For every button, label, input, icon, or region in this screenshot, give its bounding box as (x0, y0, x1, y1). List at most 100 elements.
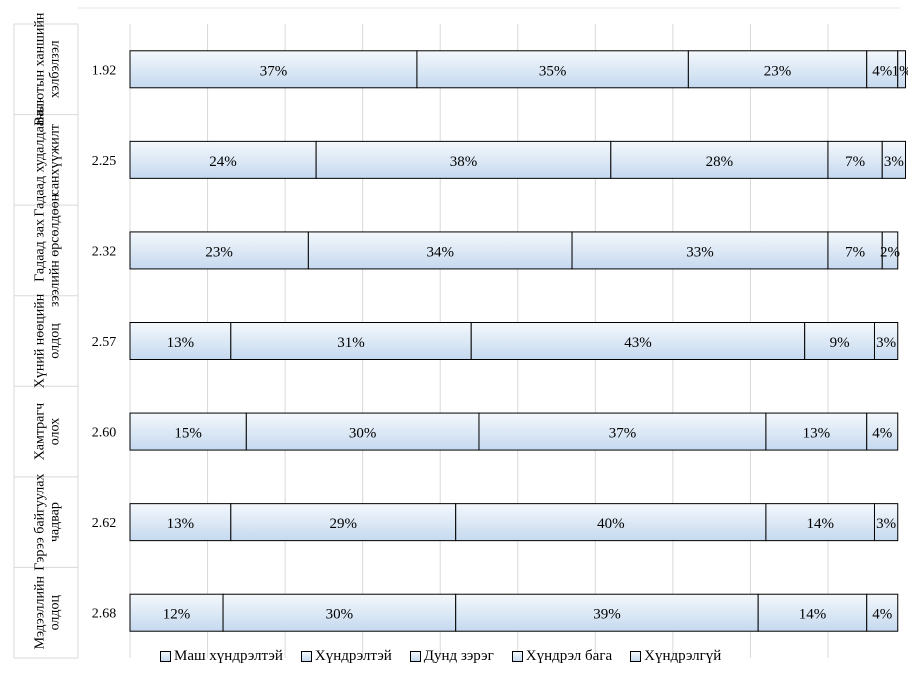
data-label: 2% (880, 244, 900, 260)
bar-segment (866, 412, 899, 451)
bar-segment (416, 50, 689, 89)
bar-segment (873, 322, 899, 360)
data-label: 4% (872, 607, 892, 623)
category-label-line: санхүүжилт (48, 124, 63, 195)
data-label: 23% (205, 244, 233, 260)
legend-item: Маш хүндрэлтэй (160, 648, 283, 665)
category-label-line: зээлийн өрсөлдөөн (48, 193, 63, 307)
bar-segment (230, 322, 472, 360)
data-label: 1% (892, 63, 908, 79)
category-label-line: хэлбэлзэл (48, 40, 63, 98)
category-label: Гэрээ байгуулах чадвар (33, 474, 63, 571)
data-label: 4% (872, 426, 892, 442)
legend-item: Хүндрэлгүй (630, 648, 721, 665)
bar-segment (470, 322, 806, 360)
score-label: 2.62 (92, 516, 117, 531)
legend-item: Хүндрэлтэй (300, 648, 392, 665)
data-label: 28% (706, 154, 734, 170)
category-label-line: Гэрээ байгуулах (33, 474, 48, 571)
score-label: 2.68 (92, 607, 117, 622)
score-label: 2.57 (92, 335, 117, 350)
legend-label: Маш хүндрэлтэй (174, 648, 283, 664)
bar-segment (129, 140, 317, 179)
bar-segment (873, 503, 899, 542)
bar-segment (129, 503, 232, 542)
legend-swatch (511, 651, 523, 662)
score-label: 1.92 (92, 63, 117, 78)
category-label: Хүний нөөцийн олдоц (33, 293, 63, 388)
category-label: Мэдээллийн олдоц (33, 575, 63, 649)
data-label: 12% (163, 607, 191, 623)
data-label: 35% (539, 63, 567, 79)
data-label: 3% (884, 154, 904, 170)
bar-segment (866, 593, 899, 632)
data-label: 7% (845, 244, 865, 260)
legend-item: Дунд зэрэг (409, 648, 494, 665)
data-label: 31% (337, 335, 365, 351)
data-label: 38% (450, 154, 478, 170)
bar-segment (881, 231, 899, 270)
bar-segment (455, 593, 759, 632)
data-label: 30% (349, 426, 377, 442)
data-label: 23% (764, 63, 792, 79)
category-label: Гадаад худалдааны санхүүжилт (33, 102, 63, 216)
category-label: Гадаад зах зээлийн өрсөлдөөн (33, 193, 63, 307)
data-label: 30% (326, 607, 354, 623)
data-label: 13% (167, 335, 195, 351)
data-label: 33% (686, 244, 714, 260)
bar-segment (222, 593, 457, 632)
category-label-line: олох (48, 418, 63, 445)
category-label-line: Хүний нөөцийн (33, 293, 48, 388)
data-label: 29% (330, 516, 358, 532)
category-label-line: Гадаад худалдааны (33, 102, 48, 216)
legend-label: Дунд зэрэг (423, 648, 494, 664)
legend-swatch (409, 651, 421, 662)
bar-segment (129, 231, 309, 270)
legend-item: Хүндрэл бага (511, 648, 613, 665)
data-label: 15% (174, 426, 202, 442)
data-label: 3% (876, 335, 896, 351)
bar-segment (804, 322, 875, 360)
data-label: 13% (167, 516, 195, 532)
legend-label: Хүндрэлгүй (644, 648, 722, 664)
bar-segment (315, 140, 612, 179)
category-label: Валютын ханшийн хэлбэлзэл (33, 12, 63, 126)
score-label: 2.32 (92, 244, 117, 259)
bar-segment (455, 503, 767, 542)
bar-segment (129, 50, 418, 89)
category-label: Хамтрагч олох (33, 403, 63, 460)
bar-segment (478, 412, 767, 451)
data-label: 37% (609, 426, 637, 442)
legend-swatch (300, 651, 312, 662)
data-label: 39% (593, 607, 621, 623)
legend-label: Хүндрэл бага (525, 648, 613, 664)
legend-swatch (160, 651, 171, 662)
data-label: 14% (806, 516, 834, 532)
bar-segment (881, 140, 907, 179)
data-label: 34% (426, 244, 454, 260)
bar-segment (129, 412, 247, 451)
data-label: 4% (872, 63, 892, 79)
bar-segment (230, 503, 457, 542)
bar-segment (307, 231, 573, 270)
category-label-line: Валютын ханшийн (33, 12, 48, 126)
legend-swatch (630, 651, 642, 662)
bar-segment (757, 593, 868, 632)
bar-segment (765, 412, 868, 451)
bar-segment (571, 231, 829, 270)
category-label-line: Мэдээллийн (33, 575, 48, 649)
category-label-line: Хамтрагч (33, 403, 48, 460)
data-label: 40% (597, 516, 625, 532)
legend-label: Хүндрэлтэй (314, 648, 392, 664)
bar-segment (827, 231, 883, 270)
data-label: 37% (260, 63, 288, 79)
data-label: 43% (624, 335, 652, 351)
category-label-line: олдоц (48, 323, 63, 359)
bar-segment (897, 50, 907, 89)
category-label-line: Гадаад зах (33, 219, 48, 282)
data-label: 9% (830, 335, 850, 351)
data-label: 7% (845, 154, 865, 170)
score-label: 2.25 (92, 154, 117, 169)
